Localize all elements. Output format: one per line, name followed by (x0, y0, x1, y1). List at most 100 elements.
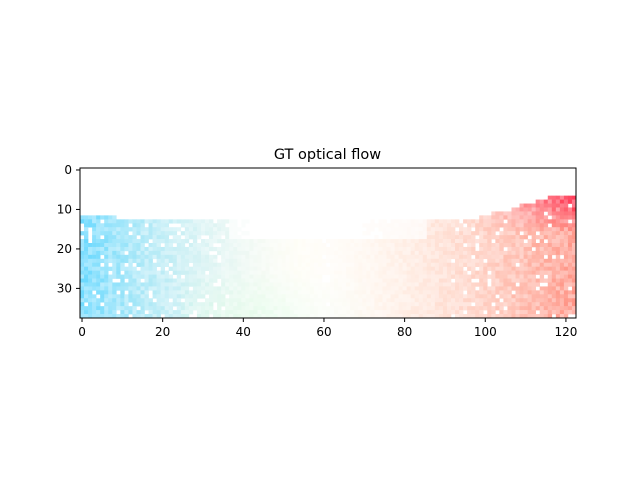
heatmap-cell (92, 266, 97, 271)
heatmap-cell (406, 235, 411, 240)
heatmap-cell (531, 286, 536, 291)
heatmap-cell (209, 290, 214, 295)
heatmap-cell (426, 250, 432, 256)
heatmap-cell (515, 219, 520, 224)
heatmap-cell (358, 258, 363, 264)
heatmap-cell (180, 302, 186, 307)
heatmap-cell (527, 310, 532, 315)
heatmap-cell (148, 262, 153, 267)
heatmap-cell (434, 239, 440, 244)
heatmap-cell (495, 262, 500, 267)
heatmap-cell (132, 270, 137, 275)
heatmap-cell (285, 278, 290, 283)
heatmap-cell (104, 239, 109, 244)
heatmap-cell (148, 254, 153, 260)
heatmap-cell (297, 314, 303, 319)
heatmap-cell (140, 314, 145, 319)
heatmap-cell (84, 298, 89, 303)
heatmap-cell (124, 286, 129, 291)
heatmap-cell (88, 314, 93, 319)
heatmap-cell (410, 298, 415, 303)
heatmap-cell (410, 223, 415, 228)
heatmap-cell (120, 302, 125, 307)
heatmap-cell (459, 258, 464, 264)
heatmap-cell (96, 298, 101, 303)
heatmap-cell (438, 266, 444, 271)
heatmap-cell (483, 290, 488, 295)
heatmap-cell (112, 227, 117, 232)
heatmap-cell (499, 231, 504, 236)
heatmap-cell (156, 246, 161, 252)
heatmap-cell (104, 258, 109, 264)
heatmap-cell (124, 310, 129, 315)
heatmap-cell (483, 262, 488, 267)
heatmap-cell (346, 314, 351, 319)
heatmap-cell (511, 274, 516, 279)
y-tick-label: 0 (64, 163, 72, 177)
heatmap-cell (354, 294, 359, 299)
heatmap-cell (571, 306, 577, 311)
heatmap-cell (92, 246, 97, 252)
heatmap-cell (446, 290, 452, 295)
heatmap-cell (410, 250, 415, 256)
heatmap-cell (128, 266, 133, 271)
heatmap-cell (104, 266, 109, 271)
heatmap-cell (366, 266, 371, 271)
heatmap-cell (467, 223, 472, 228)
heatmap-cell (386, 227, 391, 232)
heatmap-cell (406, 302, 411, 307)
heatmap-cell (217, 262, 222, 267)
heatmap-cell (547, 211, 553, 216)
heatmap-cell (386, 270, 391, 275)
heatmap-cell (571, 294, 577, 299)
heatmap-cell (233, 270, 238, 275)
heatmap-cell (555, 231, 561, 236)
heatmap-cell (487, 227, 492, 232)
heatmap-cell (317, 274, 323, 279)
heatmap-cell (209, 270, 214, 275)
heatmap-cell (410, 282, 415, 287)
heatmap-cell (180, 223, 186, 228)
heatmap-cell (406, 278, 411, 283)
heatmap-cell (124, 298, 129, 303)
heatmap-cell (527, 302, 532, 307)
heatmap-cell (495, 270, 500, 275)
heatmap-cell (209, 223, 214, 228)
heatmap-cell (180, 239, 186, 244)
heatmap-cell (386, 306, 391, 311)
heatmap-cell (406, 243, 411, 248)
heatmap-cell (192, 290, 198, 295)
heatmap-cell (245, 314, 250, 319)
heatmap-cell (120, 246, 125, 252)
heatmap-cell (180, 278, 186, 283)
heatmap-cell (547, 239, 553, 244)
heatmap-cell (108, 266, 113, 271)
heatmap-cell (160, 294, 165, 299)
heatmap-cell (350, 282, 355, 287)
heatmap-cell (209, 306, 214, 311)
heatmap-cell (438, 258, 444, 264)
heatmap-cell (84, 310, 89, 315)
heatmap-cell (221, 270, 226, 275)
heatmap-cell (305, 282, 311, 287)
heatmap-cell (277, 286, 282, 291)
heatmap-cell (422, 254, 428, 260)
heatmap-cell (438, 250, 444, 256)
heatmap-cell (394, 314, 399, 319)
heatmap-cell (354, 302, 359, 307)
heatmap-cell (426, 227, 432, 232)
heatmap-cell (92, 302, 97, 307)
heatmap-cell (136, 246, 141, 252)
heatmap-cell (172, 235, 178, 240)
heatmap-cell (459, 231, 464, 236)
heatmap-cell (160, 274, 165, 279)
heatmap-cell (192, 298, 198, 303)
heatmap-cell (406, 231, 411, 236)
heatmap-cell (491, 262, 496, 267)
heatmap-cell (386, 298, 391, 303)
heatmap-cell (273, 306, 278, 311)
heatmap-cell (559, 290, 565, 295)
heatmap-cell (334, 262, 339, 267)
heatmap-cell (418, 310, 424, 315)
heatmap-cell (442, 306, 448, 311)
